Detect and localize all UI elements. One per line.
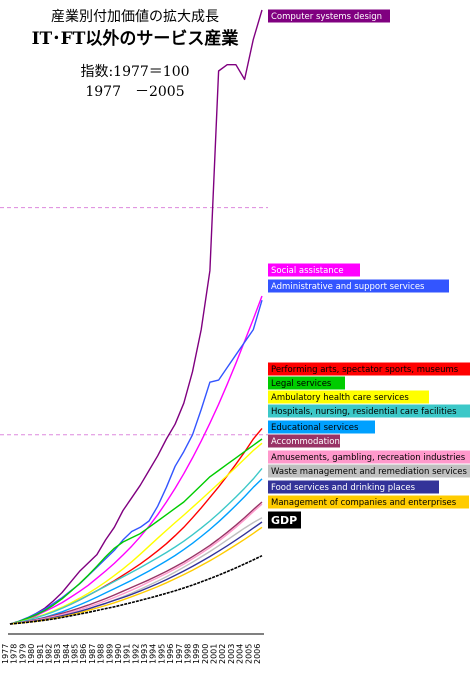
series-line-6 [9, 467, 263, 625]
legend-label-5: Ambulatory health care services [271, 393, 409, 403]
x-tick-label-17: 1994 [149, 644, 158, 664]
chart-title-block: 産業別付加価値の拡大成長 IT･FT以外のサービス産業 指数:1977＝100 … [0, 6, 270, 102]
series-line-9 [9, 503, 263, 625]
x-tick-label-9: 1986 [79, 644, 88, 664]
x-tick-label-18: 1995 [157, 644, 166, 664]
x-tick-label-1: 1978 [10, 644, 19, 664]
series-line-1 [9, 295, 263, 625]
legend-label-9: Amusements, gambling, recreation industr… [271, 453, 466, 463]
x-tick-label-29: 2006 [253, 644, 262, 664]
chart-title-line1: 産業別付加価値の拡大成長 [51, 9, 219, 25]
x-tick-label-2: 1979 [18, 644, 27, 664]
legend-label-bg-12 [268, 495, 469, 509]
period-label: 1977 －2005 [85, 84, 185, 100]
x-tick-label-23: 2000 [201, 644, 210, 664]
legend-label-0: Computer systems design [271, 12, 382, 22]
legend-label-bg-2 [268, 279, 449, 293]
x-tick-label-20: 1997 [175, 644, 184, 664]
x-tick-label-21: 1998 [184, 644, 193, 664]
x-tick-label-16: 1993 [140, 644, 149, 664]
series-line-7 [9, 478, 263, 625]
legend-label-8: Accommodation [271, 437, 340, 447]
x-tick-label-4: 1981 [36, 644, 45, 664]
x-tick-label-28: 2005 [244, 644, 253, 664]
legend-label-4: Legal services [271, 379, 332, 389]
series-line-4 [9, 438, 263, 625]
series-line-11 [9, 521, 263, 625]
legend-label-bg-1 [268, 263, 360, 277]
legend-label-bg-13 [268, 511, 301, 529]
legend-label-bg-7 [268, 420, 375, 434]
legend-label-bg-10 [268, 464, 470, 478]
legend-label-bg-0 [268, 9, 390, 23]
legend-label-12: Management of companies and enterprises [271, 498, 457, 508]
x-tick-label-24: 2001 [210, 644, 219, 664]
x-tick-label-19: 1996 [166, 644, 175, 664]
legend-label-bg-9 [268, 450, 470, 464]
series-line-0 [9, 9, 263, 625]
x-tick-label-3: 1980 [27, 644, 36, 664]
x-tick-label-15: 1992 [131, 644, 140, 664]
legend-label-bg-11 [268, 480, 439, 494]
x-tick-label-5: 1982 [44, 644, 53, 664]
x-tick-label-11: 1988 [97, 644, 106, 664]
x-tick-label-10: 1987 [88, 644, 97, 664]
x-tick-label-6: 1983 [53, 644, 62, 664]
legend-label-bg-8 [268, 434, 340, 448]
legend-label-1: Social assistance [271, 266, 344, 276]
series-line-13 [9, 554, 263, 625]
x-tick-label-7: 1984 [62, 644, 71, 664]
x-tick-label-14: 1991 [123, 644, 132, 664]
legend-label-bg-4 [268, 376, 345, 390]
legend-label-3: Performing arts, spectator sports, museu… [271, 365, 459, 375]
legend-label-2: Administrative and support services [271, 282, 425, 292]
chart-title-line2: IT･FT以外のサービス産業 [31, 29, 239, 49]
legend-label-bg-5 [268, 390, 429, 404]
x-tick-label-27: 2004 [236, 644, 245, 664]
legend-label-10: Waste management and remediation service… [271, 467, 468, 477]
legend-label-bg-6 [268, 404, 470, 418]
x-tick-label-8: 1985 [71, 644, 80, 664]
legend-label-13: GDP [271, 514, 297, 527]
legend-label-11: Food services and drinking places [271, 483, 416, 493]
x-tick-label-25: 2002 [218, 644, 227, 664]
x-tick-label-22: 1999 [192, 644, 201, 664]
x-tick-label-12: 1989 [105, 644, 114, 664]
series-line-8 [9, 501, 263, 625]
x-tick-label-0: 1977 [1, 644, 10, 664]
legend-label-7: Educational services [271, 423, 359, 433]
legend-label-bg-3 [268, 362, 470, 376]
x-tick-label-13: 1990 [114, 644, 123, 664]
x-tick-label-26: 2003 [227, 644, 236, 664]
index-base-label: 指数:1977＝100 [80, 64, 190, 80]
series-line-2 [9, 300, 263, 625]
legend-label-6: Hospitals, nursing, residential care fac… [271, 407, 457, 417]
series-line-5 [9, 442, 263, 625]
